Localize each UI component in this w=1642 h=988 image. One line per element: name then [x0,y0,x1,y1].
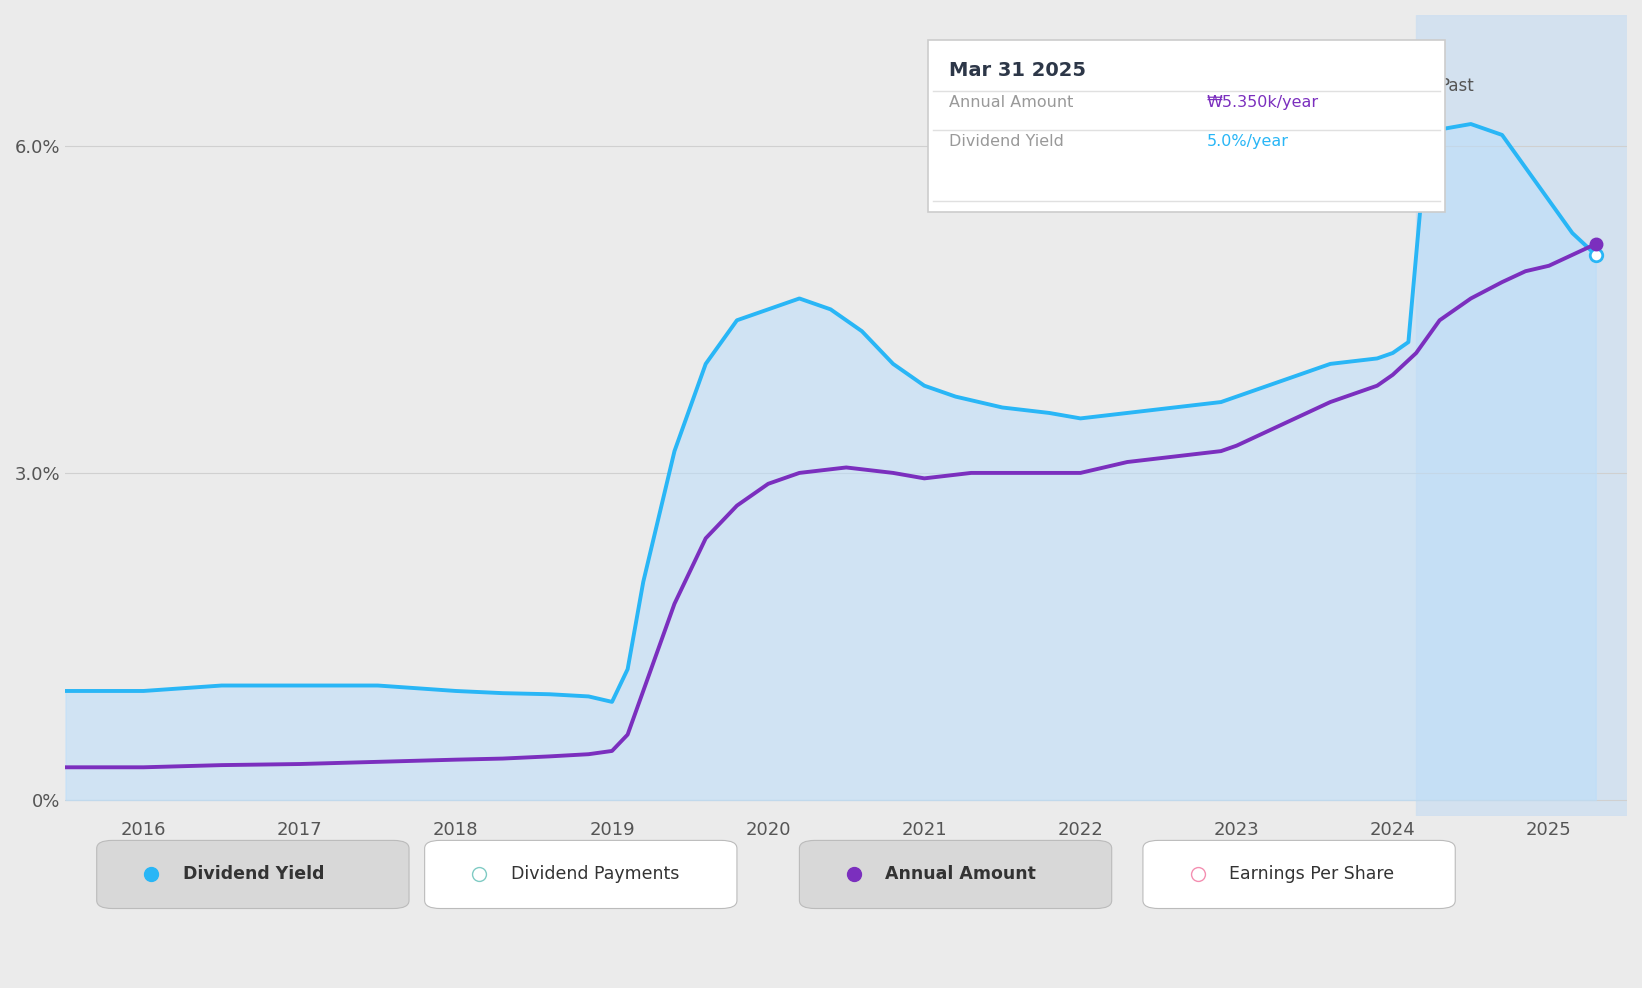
Text: 5.0%/year: 5.0%/year [1207,134,1289,149]
FancyBboxPatch shape [425,841,737,909]
Text: Earnings Per Share: Earnings Per Share [1228,865,1394,883]
Text: Annual Amount: Annual Amount [885,865,1036,883]
Text: Mar 31 2025: Mar 31 2025 [949,61,1085,80]
Text: Dividend Yield: Dividend Yield [949,134,1064,149]
Text: Dividend Yield: Dividend Yield [182,865,323,883]
Text: Past: Past [1440,77,1475,95]
Text: ₩5.350k/year: ₩5.350k/year [1207,95,1319,110]
Text: Dividend Payments: Dividend Payments [511,865,678,883]
Text: Annual Amount: Annual Amount [949,95,1074,110]
FancyBboxPatch shape [1143,841,1455,909]
FancyBboxPatch shape [800,841,1112,909]
Bar [1415,15,1642,816]
FancyBboxPatch shape [97,841,409,909]
